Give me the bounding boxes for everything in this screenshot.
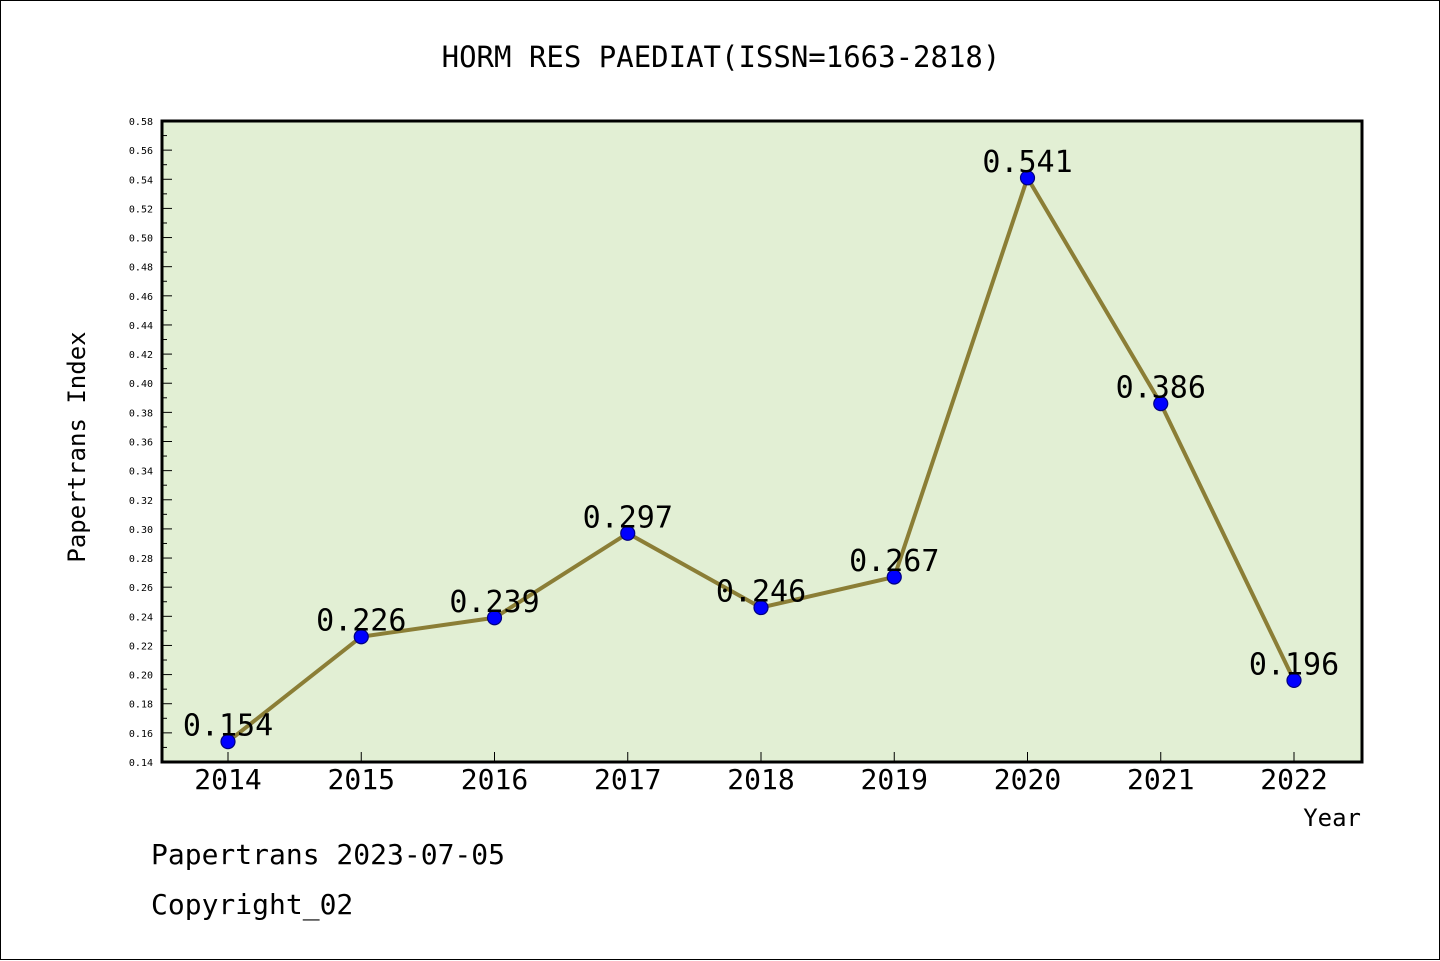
data-point	[353, 629, 369, 645]
x-tick-label: 2016	[461, 763, 528, 796]
x-tick-label: 2019	[861, 763, 928, 796]
data-label: 0.246	[716, 575, 806, 610]
y-tick-label: 0.54	[129, 175, 153, 186]
data-label: 0.386	[1116, 371, 1206, 406]
y-tick-label: 0.34	[129, 467, 153, 478]
footer-date: Papertrans 2023-07-05	[151, 838, 505, 871]
y-tick-label: 0.42	[129, 350, 153, 361]
data-point	[1019, 170, 1036, 186]
y-tick-label: 0.56	[129, 146, 153, 157]
y-tick-label: 0.40	[129, 379, 153, 390]
data-point	[620, 525, 636, 541]
data-point	[1153, 396, 1169, 412]
plot-area	[160, 119, 1364, 764]
x-tick-label: 2020	[994, 763, 1061, 796]
x-tick-label: 2021	[1127, 763, 1194, 796]
y-tick-label: 0.46	[129, 292, 153, 303]
data-label: 0.154	[183, 709, 273, 744]
data-point	[886, 569, 902, 585]
data-point	[486, 610, 503, 626]
data-label: 0.226	[316, 604, 406, 639]
y-tick-label: 0.16	[129, 729, 153, 740]
data-label: 0.541	[982, 145, 1072, 180]
y-tick-label: 0.48	[129, 263, 153, 274]
y-tick-label: 0.36	[129, 438, 153, 449]
y-tick-label: 0.50	[129, 234, 153, 245]
y-tick-label: 0.52	[129, 204, 153, 215]
x-tick-label: 2022	[1260, 763, 1327, 796]
y-tick-label: 0.30	[129, 525, 153, 536]
y-tick-label: 0.18	[129, 700, 153, 711]
data-point	[1286, 672, 1302, 689]
y-tick-label: 0.38	[129, 408, 153, 419]
series-layer	[220, 170, 1302, 750]
data-label: 0.239	[449, 585, 539, 620]
y-tick-label: 0.24	[129, 612, 153, 623]
x-tick-label: 2014	[194, 763, 261, 796]
data-label-layer: 0.154 0.226 0.239 0.297 0.246 0.267 0.541 0.386…	[183, 145, 1339, 744]
x-tick-label: 2015	[328, 763, 395, 796]
data-label: 0.267	[849, 544, 939, 579]
y-tick-label: 0.28	[129, 554, 153, 565]
data-label: 0.196	[1249, 647, 1339, 682]
data-label: 0.297	[583, 500, 673, 535]
y-tick-label: 0.14	[129, 758, 153, 769]
y-tick-label: 0.32	[129, 496, 153, 507]
x-axis: 2014 2015 2016 2017 2018 2019 2020 2021 2022	[194, 752, 1328, 796]
x-tick-label: 2017	[594, 763, 661, 796]
x-tick-label: 2018	[727, 763, 794, 796]
y-axis-title: Papertrans Index	[63, 331, 91, 562]
x-axis-title: Year	[1303, 804, 1361, 832]
data-point	[220, 734, 236, 750]
y-tick-label: 0.26	[129, 583, 153, 594]
y-axis: 0.14 0.16 0.18 0.20 0.22 0.24 0.26 0.28 0.30 0.32…	[129, 117, 172, 769]
footer-copyright: Copyright_02	[151, 888, 353, 922]
y-tick-label: 0.58	[129, 117, 153, 128]
y-tick-label: 0.22	[129, 641, 153, 652]
data-point	[753, 599, 769, 616]
y-tick-label: 0.44	[129, 321, 153, 332]
chart-title: HORM RES PAEDIAT(ISSN=1663-2818)	[442, 40, 1001, 74]
y-tick-label: 0.20	[129, 671, 153, 682]
